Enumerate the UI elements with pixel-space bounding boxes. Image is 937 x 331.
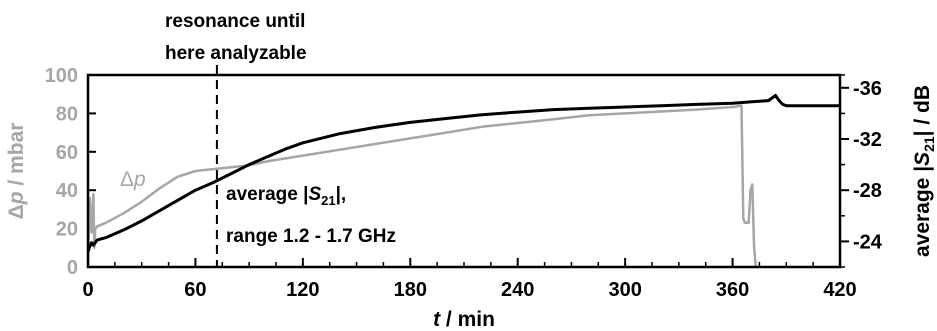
y-right-axis-title-text2: | / dB	[911, 85, 934, 136]
x-axis-title: t / min	[433, 308, 495, 331]
y-left-tick-label: 60	[56, 142, 78, 164]
y-left-axis-title-rest: / mbar	[5, 123, 28, 192]
y-left-tick-label: 40	[56, 180, 78, 202]
y-right-axis-title-italic: S	[911, 152, 934, 166]
plot-frame	[86, 73, 842, 269]
labels-layer: 0 60 120 180 240 300 360 420 0 20 40 60 80 100 -36 -32 -…	[45, 65, 883, 301]
series-pressure-line	[86, 104, 758, 268]
y-left-tick-label: 0	[67, 257, 78, 279]
annotation-delta-p-prefix: Δ	[120, 168, 134, 191]
y-left-axis-title: Δp / mbar	[5, 123, 28, 220]
y-right-tick-label: -32	[853, 129, 882, 151]
x-tick-label: 300	[608, 279, 641, 301]
y-left-axis-title-prefix: Δ	[5, 204, 28, 219]
y-right-axis-title-text1: average |	[911, 166, 934, 257]
x-tick-label: 60	[184, 279, 206, 301]
y-right-axis-title: average |S21| / dB	[911, 85, 937, 257]
annotation-range: range 1.2 - 1.7 GHz	[226, 226, 396, 247]
annotation-average-prefix: average |	[226, 184, 308, 205]
y-right-tick-label: -28	[853, 180, 882, 202]
y-left-tick-label: 20	[56, 219, 78, 241]
x-axis-title-italic: t	[433, 308, 441, 331]
series-layer	[86, 65, 840, 268]
x-tick-label: 240	[501, 279, 534, 301]
annotation-average-s21: average |S21|,	[226, 184, 346, 208]
x-tick-label: 120	[286, 279, 319, 301]
annotation-average-sub: 21	[321, 193, 335, 208]
series-s21-line	[86, 94, 840, 253]
y-left-tick-label: 100	[45, 65, 78, 87]
x-tick-label: 180	[394, 279, 427, 301]
y-right-axis-title-sub: 21	[921, 136, 937, 152]
x-axis-title-rest: / min	[440, 308, 495, 331]
x-tick-label: 360	[716, 279, 749, 301]
y-left-axis-title-italic: p	[5, 191, 28, 205]
annotation-average-italic: S	[308, 184, 321, 205]
y-left-tick-label: 80	[56, 103, 78, 125]
annotation-resonance-line1: resonance until	[165, 11, 305, 32]
annotation-delta-p-italic: p	[133, 168, 146, 191]
x-tick-label: 0	[82, 279, 93, 301]
x-tick-label: 420	[823, 279, 856, 301]
y-right-tick-label: -36	[853, 78, 882, 100]
annotation-average-suffix: |,	[336, 184, 347, 205]
y-right-tick-label: -24	[853, 231, 883, 253]
annotation-resonance-line2: here analyzable	[165, 43, 307, 64]
annotation-delta-p: Δp	[120, 168, 146, 191]
